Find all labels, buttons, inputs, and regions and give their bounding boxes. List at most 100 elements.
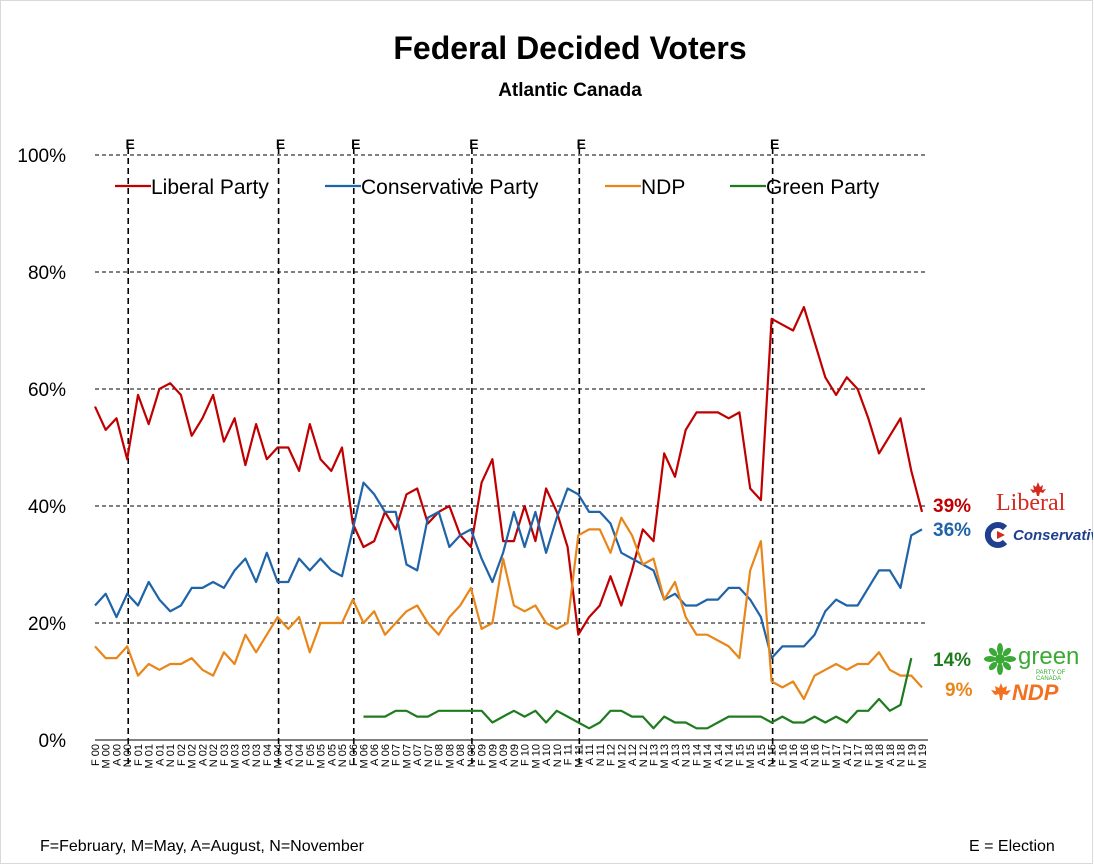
ndp-end-label: 9% <box>945 680 973 701</box>
green-logo-subtext: PARTY OF CANADA <box>1036 670 1066 682</box>
x-tick-label: A 16 <box>799 744 811 766</box>
x-tick-label: M 04 <box>273 744 285 768</box>
x-tick-label: A 05 <box>326 744 338 766</box>
x-tick-label: N 18 <box>896 744 908 767</box>
conservative-logo-text: Conservativ <box>1013 527 1093 544</box>
ndp-maple-leaf-icon <box>991 683 1011 700</box>
x-tick-label: N 03 <box>251 744 263 767</box>
x-tick-label: N 12 <box>638 744 650 767</box>
y-tick-label: 100% <box>17 146 66 167</box>
series-line <box>94 306 924 636</box>
x-tick-label: M 16 <box>788 744 800 768</box>
chart-subtitle: Atlantic Canada <box>498 80 642 101</box>
x-tick-label: A 15 <box>756 744 768 766</box>
x-tick-label: A 08 <box>455 744 467 766</box>
x-tick-label: N 00 <box>122 744 134 767</box>
election-marker-label: E <box>276 136 285 152</box>
election-marker-label: E <box>770 136 779 152</box>
y-tick-label: 60% <box>28 380 66 401</box>
liberal-logo: Liberal <box>994 480 1084 520</box>
x-tick-label: A 13 <box>670 744 682 766</box>
x-tick-label: N 17 <box>853 744 865 767</box>
x-tick-label: F 02 <box>176 744 188 766</box>
x-tick-label: N 01 <box>165 744 177 767</box>
x-tick-label: N 14 <box>724 744 736 767</box>
legend-label: Liberal Party <box>151 176 269 199</box>
x-tick-label: M 18 <box>874 744 886 768</box>
election-key-footnote: E = Election <box>969 838 1055 855</box>
maple-leaf-icon <box>1030 482 1046 496</box>
x-tick-label: F 19 <box>906 744 918 766</box>
x-tick-label: M 17 <box>831 744 843 768</box>
x-tick-label: A 12 <box>627 744 639 766</box>
series-line <box>94 481 923 660</box>
green-flower-icon <box>984 643 1016 675</box>
x-tick-label: A 03 <box>240 744 252 766</box>
x-axis-ticks: F 00M 00A 00N 00F 01M 01A 01N 01F 02M 02… <box>90 744 929 768</box>
x-tick-label: M 07 <box>401 744 413 768</box>
series-line <box>363 657 913 730</box>
x-tick-label: M 15 <box>745 744 757 768</box>
conservative-logo: Conservativ <box>983 522 1093 552</box>
x-tick-label: A 11 <box>584 744 596 765</box>
x-tick-label: M 06 <box>359 744 371 768</box>
green-logo: green PARTY OF CANADA <box>984 643 1090 682</box>
x-tick-label: F 03 <box>219 744 231 766</box>
x-tick-label: N 09 <box>509 744 521 767</box>
y-tick-label: 80% <box>28 263 66 284</box>
green-logo-text: green <box>1018 643 1080 670</box>
x-tick-label: N 15 <box>767 744 779 767</box>
x-tick-label: A 09 <box>498 744 510 766</box>
x-tick-label: F 11 <box>563 744 575 765</box>
x-tick-label: A 04 <box>283 744 295 766</box>
y-tick-label: 40% <box>28 497 66 518</box>
x-tick-label: F 07 <box>391 744 403 766</box>
series-line <box>94 516 923 701</box>
legend-label: Conservative Party <box>361 176 539 199</box>
x-tick-label: F 15 <box>734 744 746 766</box>
legend: Liberal Party Conservative Party NDP Green … <box>115 176 880 199</box>
election-marker-label: E <box>469 136 478 152</box>
x-tick-label: A 06 <box>369 744 381 766</box>
election-marker-label: E <box>577 136 586 152</box>
x-tick-label: A 14 <box>713 744 725 766</box>
x-tick-label: F 08 <box>434 744 446 766</box>
legend-label: NDP <box>641 176 685 199</box>
x-tick-label: F 12 <box>606 744 618 766</box>
x-tick-label: N 11 <box>595 744 607 766</box>
legend-label: Green Party <box>766 176 880 199</box>
x-tick-label: A 00 <box>111 744 123 766</box>
election-marker-label: E <box>351 136 360 152</box>
series-lines <box>94 306 924 730</box>
x-tick-label: N 16 <box>810 744 822 767</box>
conservative-c-icon <box>984 522 1008 548</box>
election-marker-label: E <box>126 136 135 152</box>
x-tick-label: M 03 <box>230 744 242 768</box>
x-tick-label: M 02 <box>187 744 199 768</box>
x-tick-label: N 10 <box>552 744 564 767</box>
x-tick-label: N 07 <box>423 744 435 767</box>
x-tick-label: A 01 <box>154 744 166 766</box>
x-tick-label: F 10 <box>520 744 532 766</box>
x-tick-label: A 07 <box>412 744 424 766</box>
x-tick-label: A 10 <box>541 744 553 766</box>
x-tick-label: F 04 <box>262 744 274 766</box>
x-tick-label: M 08 <box>444 744 456 768</box>
y-tick-label: 0% <box>39 731 67 752</box>
x-tick-label: N 02 <box>208 744 220 767</box>
x-tick-label: F 17 <box>820 744 832 766</box>
x-tick-label: F 13 <box>648 744 660 766</box>
chart-title: Federal Decided Voters <box>393 30 747 66</box>
green-end-label: 14% <box>933 650 972 671</box>
x-tick-label: M 09 <box>487 744 499 768</box>
y-tick-label: 20% <box>28 614 66 635</box>
x-tick-label: F 05 <box>305 744 317 766</box>
x-tick-label: N 13 <box>681 744 693 767</box>
x-tick-label: F 09 <box>477 744 489 766</box>
x-tick-label: M 10 <box>530 744 542 768</box>
x-tick-label: F 14 <box>691 744 703 766</box>
x-tick-label: M 12 <box>616 744 628 768</box>
x-tick-label: A 17 <box>842 744 854 766</box>
